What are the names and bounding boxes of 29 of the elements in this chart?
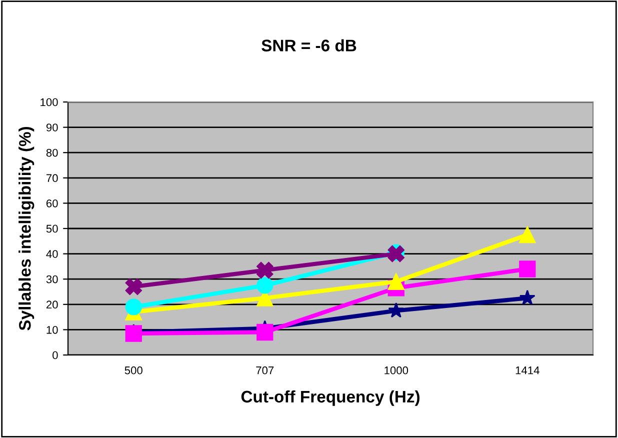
x-tick-label: 707	[256, 366, 274, 374]
point	[256, 277, 274, 294]
point	[388, 302, 404, 318]
y-tick-label: 70	[46, 174, 58, 182]
y-tick-label: 10	[46, 326, 58, 334]
y-tick-label: 100	[40, 98, 58, 106]
y-tick-label: 60	[46, 199, 58, 208]
point	[388, 273, 404, 290]
y-tick-label: 20	[46, 300, 58, 309]
point	[519, 290, 536, 305]
point	[519, 226, 536, 244]
x-tick-label: 1000	[384, 366, 408, 374]
y-axis-title: Syllables intelligibility (%)	[18, 126, 34, 330]
y-tick-label: 50	[46, 224, 58, 233]
point	[125, 298, 142, 316]
y-tick-label: 80	[46, 148, 58, 157]
y-tick-label: 0	[52, 351, 58, 360]
point	[125, 278, 142, 296]
x-tick-label: 500	[124, 366, 142, 374]
y-tick-label: 90	[46, 124, 58, 132]
point	[256, 262, 274, 279]
point	[519, 260, 536, 278]
point	[256, 324, 274, 341]
chart-title: SNR = -6 dB	[262, 39, 356, 52]
x-tick-label: 1414	[516, 366, 540, 374]
x-axis-title: Cut-off Frequency (Hz)	[241, 390, 420, 406]
y-tick-label: 40	[46, 250, 58, 258]
y-tick-label: 30	[46, 275, 58, 284]
point	[125, 325, 142, 342]
